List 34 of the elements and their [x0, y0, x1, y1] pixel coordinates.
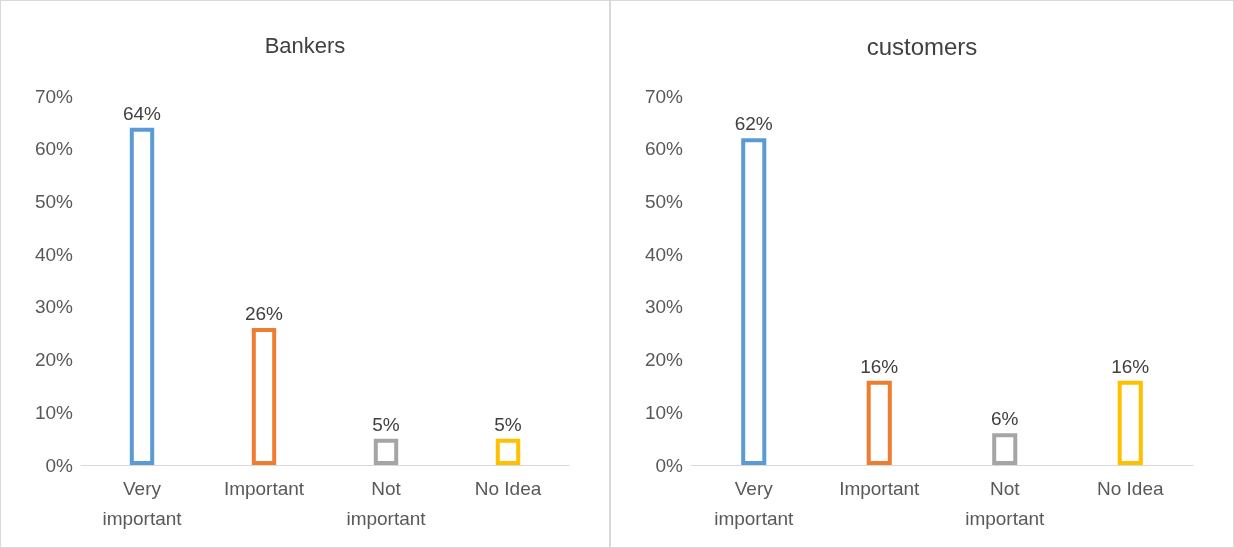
data-label: 64%: [122, 102, 162, 124]
x-tick-label: No Idea: [1096, 477, 1164, 499]
y-tick-label: 70%: [34, 85, 74, 107]
data-label: 5%: [372, 413, 400, 435]
chart-title: Bankers: [264, 32, 346, 58]
data-label: 5%: [494, 413, 522, 435]
y-tick-label: 70%: [644, 85, 684, 107]
data-label: 16%: [860, 355, 899, 377]
y-tick-label: 50%: [34, 190, 74, 212]
data-label: 6%: [991, 408, 1019, 430]
y-tick-label: 40%: [644, 243, 684, 265]
y-tick-label: 10%: [34, 401, 74, 423]
data-label: 62%: [734, 113, 773, 135]
y-tick-label: 50%: [644, 190, 684, 212]
x-tick-label: No Idea: [474, 477, 542, 499]
x-tick-label: Very important: [714, 477, 795, 529]
y-tick-label: 10%: [644, 401, 684, 423]
y-tick-label: 0%: [655, 454, 684, 476]
y-tick-label: 20%: [644, 349, 684, 371]
y-tick-label: 60%: [34, 138, 74, 160]
data-label: 16%: [1111, 355, 1150, 377]
y-tick-label: 30%: [34, 296, 74, 318]
y-tick-label: 60%: [644, 138, 684, 160]
y-tick-label: 20%: [34, 349, 74, 371]
y-tick-label: 40%: [34, 243, 74, 265]
y-tick-label: 30%: [644, 296, 684, 318]
x-tick-label: Not important: [965, 477, 1046, 529]
x-tick-label: Important: [839, 477, 921, 499]
x-tick-label: Very important: [102, 477, 183, 529]
chart-title: customers: [866, 32, 978, 60]
data-label: 26%: [244, 302, 284, 324]
x-tick-label: Not important: [346, 477, 427, 529]
y-tick-label: 0%: [45, 454, 74, 476]
x-tick-label: Important: [223, 477, 305, 499]
